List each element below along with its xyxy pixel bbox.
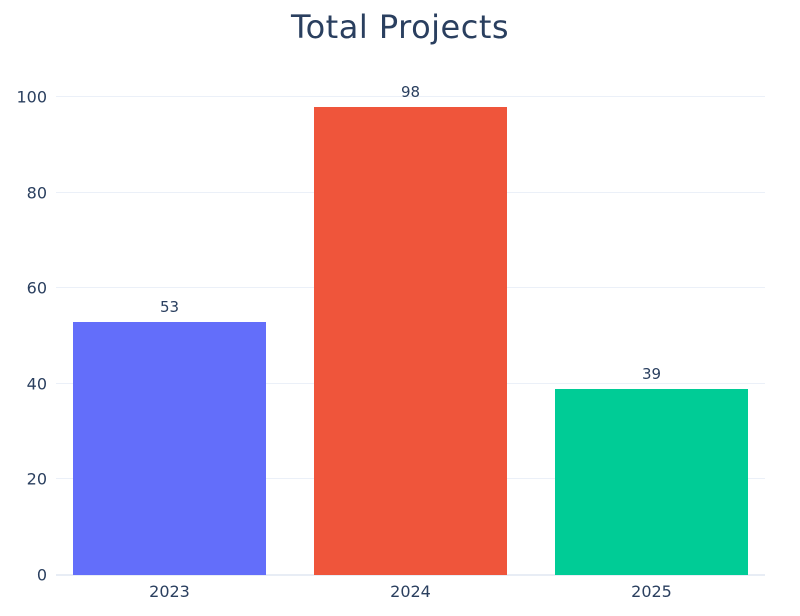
plot-area: 0 20 40 60 80 100 53 2023 98 2024 39 2025 (16, 83, 765, 601)
y-tick-label-100: 100 (16, 87, 47, 107)
bar-value-label-2024: 98 (400, 82, 421, 101)
bar-value-label-2025: 39 (641, 364, 662, 383)
x-tick-label-2023: 2023 (149, 582, 190, 601)
x-tick-label-2025: 2025 (631, 582, 672, 601)
bar-value-label-2023: 53 (159, 297, 180, 316)
y-tick-label-20: 20 (26, 469, 47, 489)
y-tick-label-40: 40 (26, 374, 47, 394)
bar-2024 (314, 106, 507, 575)
chart-title: Total Projects (290, 8, 510, 46)
y-tick-label-0: 0 (36, 565, 47, 585)
bar-2025 (555, 388, 748, 575)
gridline-y-100 (56, 96, 765, 97)
bar-2023 (73, 321, 266, 575)
y-tick-label-80: 80 (26, 183, 47, 203)
y-tick-label-60: 60 (26, 278, 47, 298)
x-axis-zeroline (56, 574, 765, 576)
x-tick-label-2024: 2024 (390, 582, 431, 601)
